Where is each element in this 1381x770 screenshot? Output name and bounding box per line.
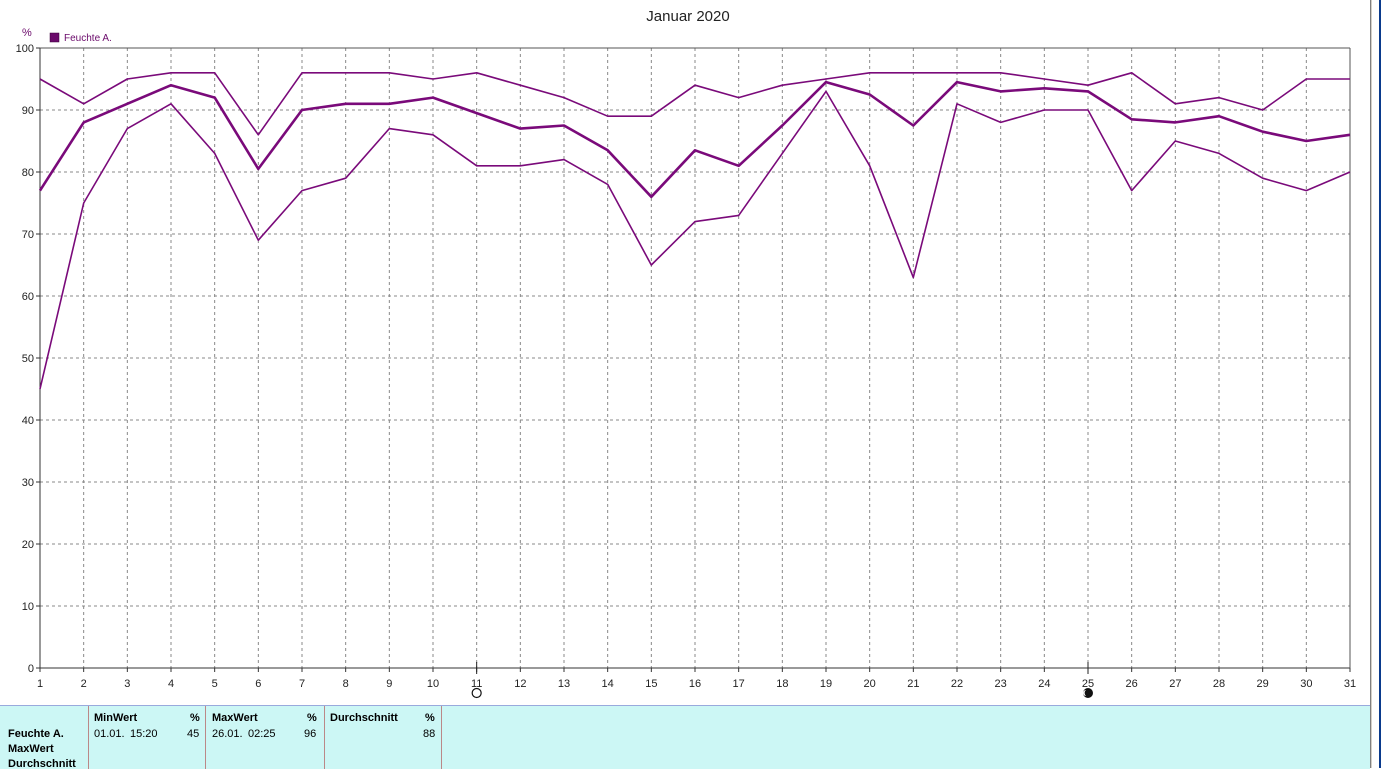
average-value: 88 bbox=[423, 728, 435, 740]
average-unit: % bbox=[425, 712, 435, 724]
y-tick-label: 80 bbox=[22, 167, 34, 179]
min-unit: % bbox=[190, 712, 200, 724]
y-tick-label: 50 bbox=[22, 353, 34, 365]
legend-label: Feuchte A. bbox=[64, 33, 112, 44]
grid-lines bbox=[40, 48, 1350, 668]
x-tick-label: 26 bbox=[1126, 678, 1138, 690]
x-tick-label: 17 bbox=[733, 678, 745, 690]
x-tick-label: 9 bbox=[386, 678, 392, 690]
y-tick-label: 40 bbox=[22, 415, 34, 427]
x-tick-label: 30 bbox=[1300, 678, 1312, 690]
max-unit: % bbox=[307, 712, 317, 724]
x-tick-label: 3 bbox=[124, 678, 130, 690]
y-tick-label: 100 bbox=[16, 43, 34, 55]
x-tick-label: 19 bbox=[820, 678, 832, 690]
x-tick-label: 6 bbox=[255, 678, 261, 690]
x-tick-label: 13 bbox=[558, 678, 570, 690]
average-header: Durchschnitt bbox=[330, 712, 398, 724]
x-tick-label: 4 bbox=[168, 678, 174, 690]
x-tick-label: 5 bbox=[212, 678, 218, 690]
y-tick-label: 30 bbox=[22, 477, 34, 489]
stats-col-labels bbox=[0, 706, 89, 769]
y-tick-label: 60 bbox=[22, 291, 34, 303]
x-tick-label: 1 bbox=[37, 678, 43, 690]
max-header: MaxWert bbox=[212, 712, 258, 724]
chart-title: Januar 2020 bbox=[646, 8, 729, 25]
x-tick-label: 28 bbox=[1213, 678, 1225, 690]
min-date: 01.01. bbox=[94, 728, 125, 740]
max-value: 96 bbox=[304, 728, 316, 740]
right-edge-strip bbox=[1370, 0, 1381, 768]
x-tick-label: 21 bbox=[907, 678, 919, 690]
y-tick-label: 10 bbox=[22, 601, 34, 613]
min-header: MinWert bbox=[94, 712, 137, 724]
x-tick-label: 29 bbox=[1257, 678, 1269, 690]
full-moon-icon bbox=[472, 689, 481, 698]
x-tick-label: 8 bbox=[343, 678, 349, 690]
x-tick-label: 16 bbox=[689, 678, 701, 690]
stats-col-min: MinWert % 01.01. 15:20 45 bbox=[89, 706, 206, 769]
x-tick-label: 10 bbox=[427, 678, 439, 690]
y-tick-label: 70 bbox=[22, 229, 34, 241]
x-tick-label: 22 bbox=[951, 678, 963, 690]
legend-swatch bbox=[50, 33, 59, 42]
x-tick-label: 20 bbox=[864, 678, 876, 690]
axes bbox=[36, 48, 1350, 672]
stats-panel: Feuchte A. MaxWert Durchschnitt MinWert … bbox=[0, 705, 1370, 769]
x-tick-label: 2 bbox=[81, 678, 87, 690]
min-value: 45 bbox=[187, 728, 199, 740]
y-tick-label: 0 bbox=[28, 663, 34, 675]
min-time: 15:20 bbox=[130, 728, 158, 740]
x-tick-label: 18 bbox=[776, 678, 788, 690]
x-tick-label: 31 bbox=[1344, 678, 1356, 690]
stats-col-average: Durchschnitt % 88 bbox=[325, 706, 442, 769]
x-tick-label: 27 bbox=[1169, 678, 1181, 690]
x-tick-label: 7 bbox=[299, 678, 305, 690]
y-tick-label: 20 bbox=[22, 539, 34, 551]
x-tick-label: 24 bbox=[1038, 678, 1050, 690]
x-tick-label: 15 bbox=[645, 678, 657, 690]
stats-col-max: MaxWert % 26.01. 02:25 96 bbox=[206, 706, 325, 769]
max-date: 26.01. bbox=[212, 728, 243, 740]
new-moon-icon bbox=[1084, 689, 1093, 698]
y-tick-label: 90 bbox=[22, 105, 34, 117]
x-tick-label: 12 bbox=[514, 678, 526, 690]
x-tick-label: 23 bbox=[995, 678, 1007, 690]
y-axis-unit: % bbox=[22, 27, 32, 39]
x-tick-label: 14 bbox=[602, 678, 614, 690]
max-time: 02:25 bbox=[248, 728, 276, 740]
